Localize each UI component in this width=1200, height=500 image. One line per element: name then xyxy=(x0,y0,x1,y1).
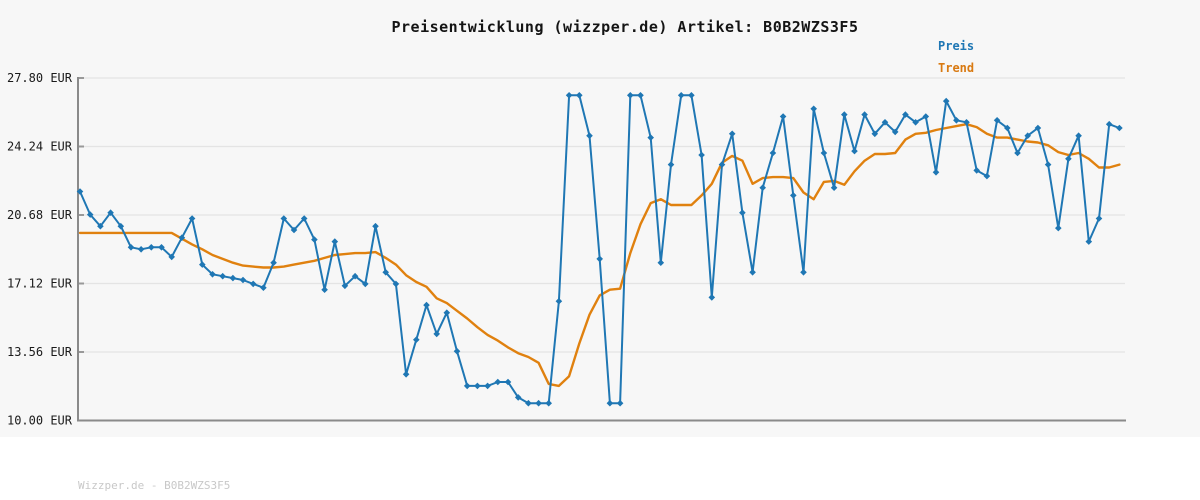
watermark: Wizzper.de - B0B2WZS3F5 xyxy=(78,479,231,492)
footer-strip xyxy=(0,437,1200,500)
y-axis-label: 10.00 EUR xyxy=(7,414,73,428)
chart-title: Preisentwicklung (wizzper.de) Artikel: B… xyxy=(391,18,859,36)
y-axis-label: 17.12 EUR xyxy=(7,277,73,291)
price-chart: 27.80 EUR 24.24 EUR 20.68 EUR 17.12 EUR 13.5… xyxy=(7,71,1126,428)
legend-item-trend: Trend xyxy=(938,61,975,75)
legend: Preis Trend xyxy=(938,39,974,83)
trend-line xyxy=(78,122,1121,388)
price-line xyxy=(79,94,1121,405)
y-axis-label: 13.56 EUR xyxy=(7,345,73,359)
y-axis-label: 24.24 EUR xyxy=(7,140,73,154)
legend-item-preis: Preis xyxy=(938,39,975,53)
y-axis-label: 20.68 EUR xyxy=(7,208,73,222)
y-axis-label: 27.80 EUR xyxy=(7,71,73,85)
